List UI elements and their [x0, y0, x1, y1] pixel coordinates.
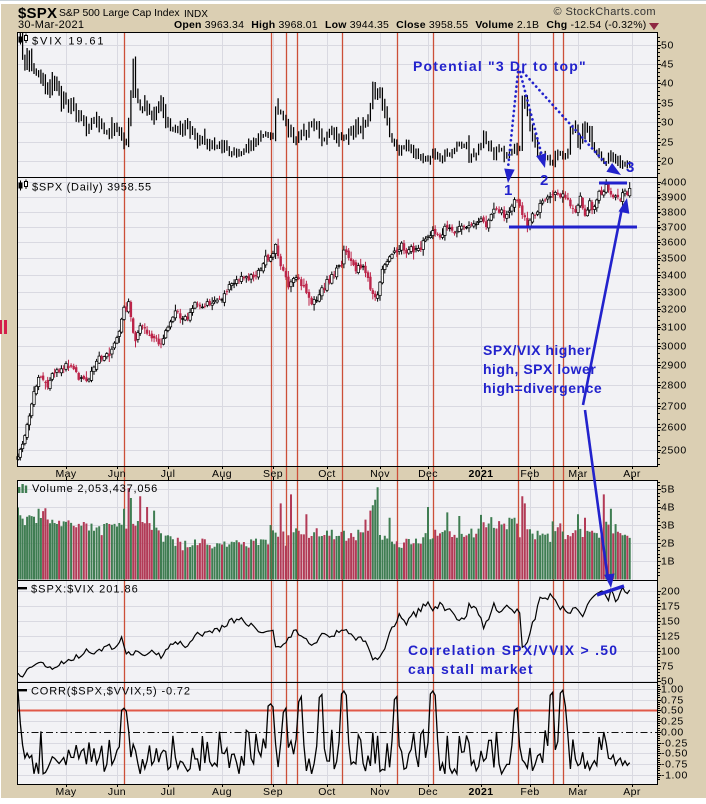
svg-text:3400: 3400: [661, 270, 687, 282]
svg-text:2800: 2800: [661, 380, 687, 392]
svg-text:$SPX (Daily) 3958.55: $SPX (Daily) 3958.55: [32, 182, 152, 194]
svg-text:35: 35: [661, 98, 674, 110]
svg-text:2500: 2500: [661, 445, 687, 457]
svg-text:150: 150: [661, 616, 680, 628]
svg-text:50: 50: [661, 676, 674, 688]
svg-text:3800: 3800: [661, 207, 687, 219]
svg-text:4000: 4000: [661, 177, 687, 189]
svg-text:Feb: Feb: [520, 786, 539, 798]
svg-text:$VIX 19.61: $VIX 19.61: [32, 36, 105, 48]
svg-text:May: May: [55, 468, 76, 480]
svg-text:75: 75: [661, 661, 674, 673]
svg-text:Apr: Apr: [623, 786, 641, 798]
svg-text:3500: 3500: [661, 253, 687, 265]
svg-text:2900: 2900: [661, 360, 687, 372]
svg-text:3600: 3600: [661, 237, 687, 249]
svg-text:2600: 2600: [661, 422, 687, 434]
svg-text:May: May: [55, 786, 76, 798]
svg-text:50: 50: [661, 40, 674, 52]
svg-text:30: 30: [661, 117, 674, 129]
svg-text:5B: 5B: [661, 484, 675, 496]
svg-text:Sep: Sep: [263, 786, 283, 798]
svg-text:-0.25: -0.25: [661, 738, 688, 750]
svg-text:1B: 1B: [661, 556, 675, 568]
svg-text:2021: 2021: [469, 786, 494, 798]
svg-text:Oct: Oct: [318, 786, 336, 798]
svg-text:1.00: 1.00: [661, 684, 684, 696]
svg-text:Aug: Aug: [212, 468, 232, 480]
svg-text:40: 40: [661, 78, 674, 90]
svg-text:Nov: Nov: [370, 468, 390, 480]
svg-text:Dec: Dec: [418, 786, 438, 798]
svg-text:Sep: Sep: [263, 468, 283, 480]
svg-text:100: 100: [661, 646, 680, 658]
svg-text:3200: 3200: [661, 304, 687, 316]
svg-text:175: 175: [661, 601, 680, 613]
svg-text:Mar: Mar: [568, 786, 587, 798]
svg-text:0.75: 0.75: [661, 695, 684, 707]
svg-text:Dec: Dec: [418, 468, 438, 480]
svg-text:2700: 2700: [661, 401, 687, 413]
svg-text:0.50: 0.50: [661, 705, 684, 717]
svg-text:-0.50: -0.50: [661, 748, 688, 760]
svg-text:25: 25: [661, 137, 674, 149]
svg-text:Aug: Aug: [212, 786, 232, 798]
svg-text:125: 125: [661, 631, 680, 643]
svg-text:2B: 2B: [661, 538, 675, 550]
svg-text:-0.75: -0.75: [661, 759, 688, 771]
svg-text:Jun: Jun: [108, 468, 126, 480]
svg-text:45: 45: [661, 59, 674, 71]
svg-text:Mar: Mar: [568, 468, 587, 480]
svg-text:$SPX:$VIX 201.86: $SPX:$VIX 201.86: [31, 584, 139, 596]
svg-text:3B: 3B: [661, 520, 675, 532]
svg-text:3100: 3100: [661, 322, 687, 334]
svg-text:Jul: Jul: [161, 786, 176, 798]
svg-text:Jul: Jul: [161, 468, 176, 480]
svg-text:0.25: 0.25: [661, 716, 684, 728]
svg-text:4B: 4B: [661, 502, 675, 514]
svg-text:CORR($SPX,$VVIX,5) -0.72: CORR($SPX,$VVIX,5) -0.72: [31, 686, 191, 698]
svg-text:-1.00: -1.00: [661, 770, 688, 782]
svg-text:200: 200: [661, 586, 680, 598]
svg-text:Apr: Apr: [623, 468, 641, 480]
svg-text:Volume 2,053,437,056: Volume 2,053,437,056: [32, 483, 158, 495]
svg-text:Feb: Feb: [520, 468, 539, 480]
svg-text:2021: 2021: [469, 468, 494, 480]
svg-text:3900: 3900: [661, 192, 687, 204]
svg-text:20: 20: [661, 156, 674, 168]
svg-text:3700: 3700: [661, 222, 687, 234]
svg-text:3300: 3300: [661, 287, 687, 299]
svg-text:Oct: Oct: [318, 468, 336, 480]
svg-text:0.00: 0.00: [661, 727, 684, 739]
svg-text:Nov: Nov: [370, 786, 390, 798]
svg-text:3000: 3000: [661, 341, 687, 353]
svg-text:Jun: Jun: [108, 786, 126, 798]
